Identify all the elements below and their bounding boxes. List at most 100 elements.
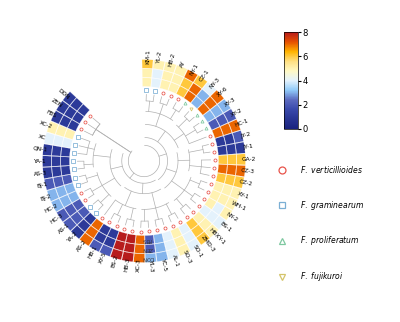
Wedge shape [210, 90, 224, 104]
Text: ZEN: ZEN [50, 98, 63, 109]
Text: CZ-1: CZ-1 [199, 69, 211, 83]
Wedge shape [56, 208, 70, 222]
Wedge shape [42, 156, 51, 167]
Wedge shape [78, 104, 90, 116]
Wedge shape [217, 146, 227, 155]
Text: YA-1: YA-1 [33, 159, 46, 164]
Wedge shape [167, 248, 180, 260]
Wedge shape [94, 232, 107, 244]
Wedge shape [62, 137, 72, 148]
Text: BJ-2: BJ-2 [40, 193, 52, 202]
Wedge shape [64, 106, 77, 119]
Wedge shape [122, 251, 134, 262]
Text: HC-3: HC-3 [50, 213, 64, 225]
Text: XC-3: XC-3 [136, 259, 142, 272]
Text: HB-1: HB-1 [87, 245, 98, 260]
Wedge shape [44, 178, 55, 190]
Wedge shape [60, 195, 72, 207]
Wedge shape [220, 123, 232, 135]
Text: AL-1: AL-1 [171, 254, 180, 268]
Text: $\it{F.\ fujikuroi}$: $\it{F.\ fujikuroi}$ [300, 270, 344, 283]
Wedge shape [222, 184, 233, 196]
Wedge shape [204, 198, 216, 210]
Wedge shape [218, 99, 231, 113]
Wedge shape [52, 166, 62, 177]
Text: CZ-3: CZ-3 [241, 168, 255, 175]
Wedge shape [89, 239, 103, 252]
Wedge shape [164, 62, 176, 73]
Wedge shape [189, 83, 202, 96]
Wedge shape [196, 232, 210, 245]
Wedge shape [204, 97, 217, 109]
Text: BS-1: BS-1 [218, 221, 232, 233]
Wedge shape [61, 147, 70, 156]
Wedge shape [168, 82, 180, 94]
Text: $\it{F.\ graminearum}$: $\it{F.\ graminearum}$ [300, 199, 364, 212]
Wedge shape [235, 142, 245, 154]
Wedge shape [191, 96, 203, 109]
Text: DON: DON [57, 88, 71, 100]
Wedge shape [174, 235, 186, 247]
Wedge shape [153, 60, 165, 70]
Wedge shape [72, 112, 84, 124]
Wedge shape [80, 233, 93, 246]
Wedge shape [126, 234, 136, 244]
Wedge shape [236, 165, 245, 177]
Wedge shape [78, 206, 90, 218]
Text: AS-2: AS-2 [76, 238, 88, 252]
Wedge shape [56, 101, 69, 114]
Wedge shape [197, 103, 210, 115]
Wedge shape [229, 119, 240, 132]
Wedge shape [206, 210, 219, 223]
Wedge shape [210, 105, 223, 118]
Wedge shape [63, 91, 76, 105]
Text: YC-5: YC-5 [160, 257, 167, 271]
Wedge shape [217, 193, 229, 206]
Wedge shape [177, 244, 190, 256]
Wedge shape [171, 74, 183, 85]
Text: AS-3: AS-3 [33, 170, 47, 177]
Wedge shape [208, 118, 220, 130]
Wedge shape [145, 253, 156, 262]
Wedge shape [56, 125, 67, 137]
Wedge shape [136, 235, 144, 244]
Wedge shape [180, 78, 193, 90]
Text: JY-2: JY-2 [240, 131, 251, 139]
Wedge shape [218, 155, 227, 164]
Wedge shape [194, 75, 207, 89]
Wedge shape [155, 242, 166, 252]
Wedge shape [216, 114, 228, 126]
Wedge shape [187, 238, 200, 251]
Wedge shape [216, 173, 226, 183]
Wedge shape [61, 157, 70, 166]
Text: XY-2: XY-2 [230, 107, 243, 118]
Wedge shape [142, 69, 152, 78]
Text: ZMD-3: ZMD-3 [200, 235, 216, 253]
Wedge shape [44, 132, 55, 145]
Text: XY-5: XY-5 [98, 251, 108, 264]
Text: WH-1: WH-1 [230, 201, 246, 212]
Wedge shape [43, 167, 52, 179]
Text: XY-6: XY-6 [216, 86, 229, 98]
Wedge shape [184, 70, 198, 82]
Wedge shape [225, 197, 238, 210]
Wedge shape [78, 219, 90, 232]
Wedge shape [85, 226, 98, 238]
Wedge shape [52, 146, 62, 156]
Wedge shape [203, 110, 215, 122]
Text: XC: XC [38, 134, 46, 140]
Wedge shape [162, 71, 173, 82]
Wedge shape [227, 165, 236, 175]
Wedge shape [53, 176, 64, 187]
Wedge shape [108, 228, 119, 239]
Text: XY-1: XY-1 [236, 191, 250, 200]
Wedge shape [64, 128, 76, 139]
Wedge shape [212, 127, 223, 138]
Wedge shape [124, 243, 135, 253]
Wedge shape [154, 233, 164, 243]
Wedge shape [68, 120, 79, 131]
Wedge shape [134, 253, 145, 262]
Wedge shape [47, 121, 58, 134]
Text: BS-2: BS-2 [110, 254, 119, 269]
Wedge shape [91, 219, 103, 231]
